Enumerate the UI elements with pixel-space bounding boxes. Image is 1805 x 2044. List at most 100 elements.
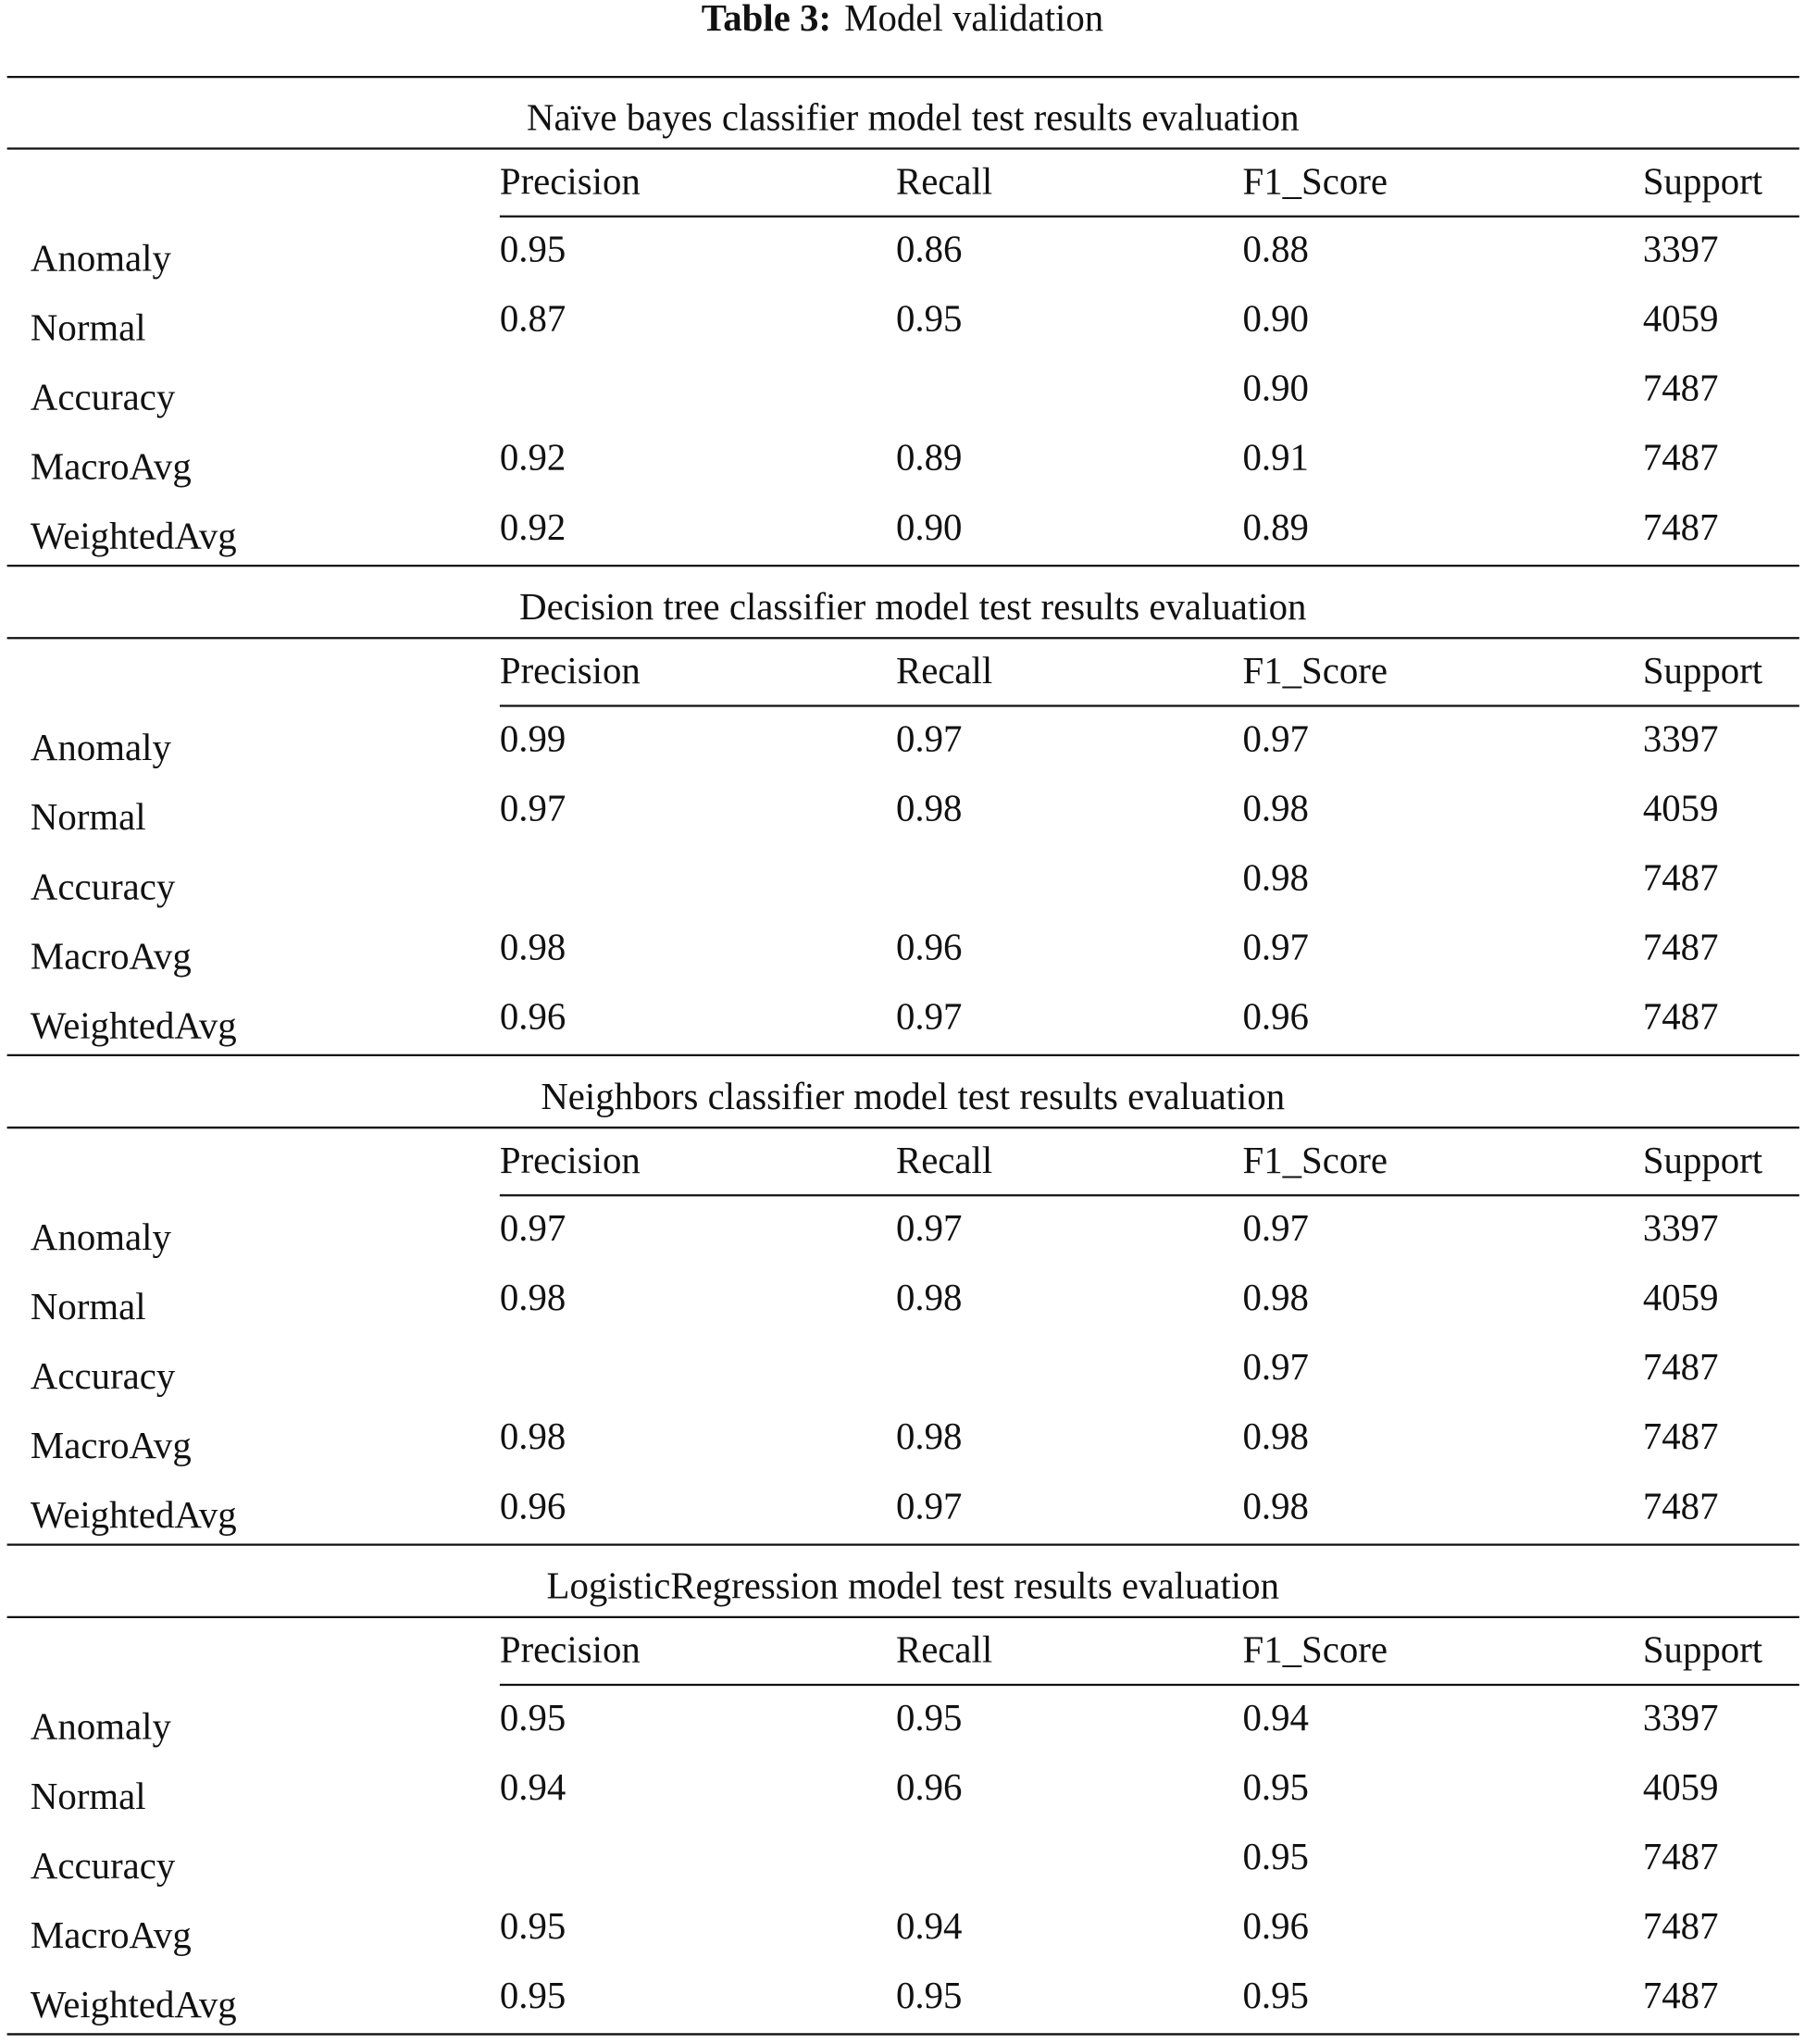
cell-value: 0.97 <box>500 1207 566 1249</box>
cell-value: 0.98 <box>1243 1485 1309 1527</box>
row-label: Normal <box>31 1776 146 1817</box>
row-label: Anomaly <box>31 237 172 279</box>
row-label: Normal <box>31 796 146 838</box>
cell-value: 0.89 <box>1243 506 1309 548</box>
cell-value: 0.97 <box>1243 1207 1309 1249</box>
section-title: Neighbors classifier model test results … <box>541 1076 1285 1117</box>
cell-value: 0.92 <box>500 506 566 548</box>
cell-value: 0.98 <box>500 1277 566 1318</box>
column-header: Precision <box>500 650 641 692</box>
cell-value: 0.95 <box>500 1975 566 2016</box>
cell-value: 0.87 <box>500 298 566 340</box>
cell-value: 0.95 <box>1243 1836 1309 1877</box>
cell-value: 0.95 <box>500 1905 566 1947</box>
cell-value: 0.97 <box>500 787 566 829</box>
column-header: F1_Score <box>1243 650 1388 692</box>
row-label: Normal <box>31 306 146 348</box>
row-label: MacroAvg <box>31 1914 192 1956</box>
cell-value: 0.88 <box>1243 229 1309 270</box>
cell-value: 0.95 <box>500 1697 566 1739</box>
cell-value: 0.98 <box>1243 787 1309 829</box>
cell-value: 0.97 <box>1243 926 1309 967</box>
cell-value: 0.97 <box>896 717 962 759</box>
cell-value: 0.97 <box>896 996 962 1038</box>
cell-value: 3397 <box>1643 1207 1719 1249</box>
cell-value: 7487 <box>1643 1415 1719 1457</box>
row-label: WeightedAvg <box>31 516 237 557</box>
cell-value: 0.95 <box>500 229 566 270</box>
cell-value: 0.96 <box>500 1485 566 1527</box>
column-header: Support <box>1643 650 1763 692</box>
cell-value: 0.97 <box>1243 717 1309 759</box>
cell-value: 4059 <box>1643 1277 1719 1318</box>
cell-value: 0.98 <box>896 1415 962 1457</box>
cell-value: 0.98 <box>896 1277 962 1318</box>
cell-value: 0.98 <box>896 787 962 829</box>
column-header: Precision <box>500 1629 641 1671</box>
cell-value: 0.90 <box>1243 298 1309 340</box>
column-header: Recall <box>896 1140 992 1181</box>
cell-value: 7487 <box>1643 437 1719 479</box>
cell-value: 0.96 <box>1243 996 1309 1038</box>
cell-value: 0.95 <box>896 1697 962 1739</box>
row-label: WeightedAvg <box>31 1494 237 1536</box>
cell-value: 0.97 <box>1243 1346 1309 1388</box>
cell-value: 7487 <box>1643 1346 1719 1388</box>
cell-value: 0.95 <box>1243 1766 1309 1808</box>
cell-value: 7487 <box>1643 1905 1719 1947</box>
column-header: Recall <box>896 1629 992 1671</box>
row-label: Accuracy <box>31 377 176 418</box>
cell-value: 3397 <box>1643 229 1719 270</box>
row-label: Anomaly <box>31 1216 172 1258</box>
column-header: F1_Score <box>1243 160 1388 202</box>
cell-value: 0.95 <box>1243 1975 1309 2016</box>
section-title: Decision tree classifier model test resu… <box>519 586 1306 628</box>
cell-value: 0.98 <box>1243 1277 1309 1318</box>
cell-value: 0.95 <box>896 1975 962 2016</box>
row-label: Accuracy <box>31 866 176 907</box>
table-caption: Table 3: Model validation <box>702 0 1103 39</box>
cell-value: 0.98 <box>1243 856 1309 898</box>
cell-value: 0.96 <box>896 926 962 967</box>
cell-value: 4059 <box>1643 298 1719 340</box>
column-header: Recall <box>896 160 992 202</box>
row-label: WeightedAvg <box>31 1984 237 2025</box>
row-label: MacroAvg <box>31 935 192 977</box>
cell-value: 7487 <box>1643 996 1719 1038</box>
cell-value: 7487 <box>1643 1836 1719 1877</box>
row-label: Anomaly <box>31 727 172 768</box>
cell-value: 0.98 <box>500 926 566 967</box>
column-header: Support <box>1643 1140 1763 1181</box>
cell-value: 7487 <box>1643 368 1719 409</box>
cell-value: 0.92 <box>500 437 566 479</box>
column-header: F1_Score <box>1243 1629 1388 1671</box>
section-title: Naïve bayes classifier model test result… <box>527 96 1299 138</box>
cell-value: 3397 <box>1643 717 1719 759</box>
cell-value: 0.94 <box>896 1905 962 1947</box>
cell-value: 0.91 <box>1243 437 1309 479</box>
cell-value: 0.96 <box>1243 1905 1309 1947</box>
section-title: LogisticRegression model test results ev… <box>547 1565 1279 1607</box>
column-header: Support <box>1643 1629 1763 1671</box>
column-header: Support <box>1643 160 1763 202</box>
row-label: WeightedAvg <box>31 1004 237 1046</box>
cell-value: 0.90 <box>896 506 962 548</box>
cell-value: 0.89 <box>896 437 962 479</box>
row-label: Accuracy <box>31 1355 176 1397</box>
row-label: MacroAvg <box>31 1425 192 1466</box>
row-label: Normal <box>31 1286 146 1327</box>
column-header: Precision <box>500 1140 641 1181</box>
column-header: Recall <box>896 650 992 692</box>
caption-label: Table 3: <box>702 0 831 39</box>
cell-value: 0.98 <box>500 1415 566 1457</box>
cell-value: 0.96 <box>500 996 566 1038</box>
cell-value: 7487 <box>1643 506 1719 548</box>
cell-value: 7487 <box>1643 856 1719 898</box>
column-header: F1_Score <box>1243 1140 1388 1181</box>
cell-value: 4059 <box>1643 787 1719 829</box>
cell-value: 0.96 <box>896 1766 962 1808</box>
row-label: MacroAvg <box>31 446 192 488</box>
column-header: Precision <box>500 160 641 202</box>
